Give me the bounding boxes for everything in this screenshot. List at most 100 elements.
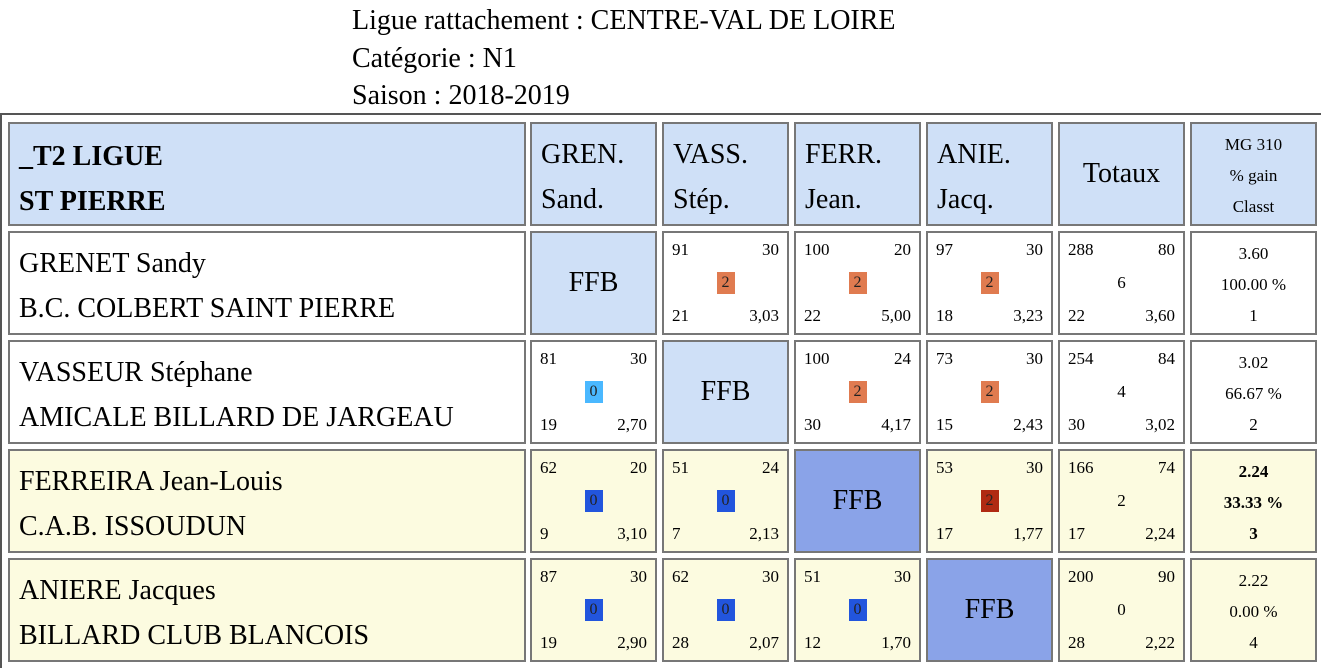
match-target: 20 — [894, 240, 911, 259]
match-target: 30 — [1026, 240, 1043, 259]
match-innings: 15 — [936, 415, 953, 434]
match-innings: 22 — [804, 306, 821, 325]
result-mg: 2.22 — [1238, 571, 1269, 590]
match-score-badge: 2 — [716, 272, 735, 294]
match-score-badge: 0 — [584, 381, 603, 403]
result-rank: 1 — [1249, 306, 1258, 325]
match-innings: 19 — [540, 633, 557, 652]
match-cell: 51 24 0 7 2,13 — [662, 449, 789, 553]
match-average: 4,17 — [881, 415, 911, 434]
totals-cell: 254 84 4 30 3,02 — [1058, 340, 1185, 444]
total-points: 200 — [1068, 567, 1094, 586]
match-average: 2,13 — [749, 524, 779, 543]
ffb-label: FFB — [700, 376, 751, 407]
categorie-line: Catégorie : N1 — [352, 42, 517, 74]
player-cell: FERREIRA Jean-Louis C.A.B. ISSOUDUN — [8, 449, 526, 553]
player-cell: VASSEUR Stéphane AMICALE BILLARD DE JARGE… — [8, 340, 526, 444]
match-score-badge: 0 — [716, 490, 735, 512]
match-cell: 51 30 0 12 1,70 — [794, 558, 921, 662]
result-pct: 33.33 % — [1223, 493, 1284, 512]
col-head-line2: Jean. — [805, 184, 862, 215]
col-head-line1: VASS. — [673, 139, 748, 170]
match-target: 30 — [1026, 458, 1043, 477]
player-name: FERREIRA Jean-Louis — [19, 466, 283, 497]
total-average: 2,24 — [1145, 524, 1175, 543]
saison-line: Saison : 2018-2019 — [352, 80, 570, 111]
player-name: ANIERE Jacques — [19, 575, 216, 606]
match-points: 62 — [672, 567, 689, 586]
total-target: 80 — [1158, 240, 1175, 259]
ffb-label: FFB — [568, 267, 619, 298]
col-head-line2: Sand. — [541, 184, 604, 215]
match-cell: 62 30 0 28 2,07 — [662, 558, 789, 662]
match-target: 20 — [630, 458, 647, 477]
match-average: 1,77 — [1013, 524, 1043, 543]
ligue-line: Ligue rattachement : CENTRE-VAL DE LOIRE — [352, 5, 896, 36]
match-points: 87 — [540, 567, 557, 586]
col-head-vass: VASS. Stép. — [662, 122, 789, 226]
header: Ligue rattachement : CENTRE-VAL DE LOIRE… — [352, 2, 896, 115]
match-average: 3,23 — [1013, 306, 1043, 325]
match-score-badge: 2 — [980, 381, 999, 403]
match-cell: 62 20 0 9 3,10 — [530, 449, 657, 553]
match-points: 51 — [804, 567, 821, 586]
match-score-badge: 0 — [584, 599, 603, 621]
match-points: 97 — [936, 240, 953, 259]
result-rank: 4 — [1249, 633, 1258, 652]
result-pct: 0.00 % — [1229, 602, 1278, 621]
ffb-label: FFB — [964, 594, 1015, 625]
match-innings: 17 — [936, 524, 953, 543]
result-pct: 100.00 % — [1220, 275, 1287, 294]
match-innings: 21 — [672, 306, 689, 325]
match-points: 91 — [672, 240, 689, 259]
col-head-mg: MG 310 % gain Classt — [1190, 122, 1317, 226]
col-head-totaux: Totaux — [1058, 122, 1185, 226]
match-target: 30 — [894, 567, 911, 586]
player-name: GRENET Sandy — [19, 248, 206, 279]
ffb-cell: FFB — [662, 340, 789, 444]
match-innings: 12 — [804, 633, 821, 652]
col-head-gren: GREN. Sand. — [530, 122, 657, 226]
match-points: 100 — [804, 240, 830, 259]
player-club: C.A.B. ISSOUDUN — [19, 511, 247, 542]
match-cell: 53 30 2 17 1,77 — [926, 449, 1053, 553]
total-average: 2,22 — [1145, 633, 1175, 652]
result-rank: 3 — [1249, 524, 1258, 543]
match-points: 51 — [672, 458, 689, 477]
total-innings: 30 — [1068, 415, 1085, 434]
col-head-ferr: FERR. Jean. — [794, 122, 921, 226]
ffb-cell: FFB — [794, 449, 921, 553]
player-club: AMICALE BILLARD DE JARGEAU — [19, 402, 454, 433]
col-head-anie: ANIE. Jacq. — [926, 122, 1053, 226]
match-innings: 30 — [804, 415, 821, 434]
total-innings: 22 — [1068, 306, 1085, 325]
match-target: 30 — [762, 567, 779, 586]
match-average: 1,70 — [881, 633, 911, 652]
match-points: 62 — [540, 458, 557, 477]
total-average: 3,60 — [1145, 306, 1175, 325]
result-mg: 3.02 — [1238, 353, 1269, 372]
match-innings: 7 — [672, 524, 681, 543]
match-average: 2,70 — [617, 415, 647, 434]
result-rank: 2 — [1249, 415, 1258, 434]
player-club: B.C. COLBERT SAINT PIERRE — [19, 293, 396, 324]
match-target: 30 — [630, 567, 647, 586]
match-score-badge: 0 — [584, 490, 603, 512]
match-cell: 100 20 2 22 5,00 — [794, 231, 921, 335]
match-target: 24 — [762, 458, 779, 477]
match-cell: 97 30 2 18 3,23 — [926, 231, 1053, 335]
ffb-label: FFB — [832, 485, 883, 516]
result-mg: 3.60 — [1238, 244, 1269, 263]
totals-cell: 166 74 2 17 2,24 — [1058, 449, 1185, 553]
match-target: 30 — [762, 240, 779, 259]
match-points: 73 — [936, 349, 953, 368]
match-cell: 73 30 2 15 2,43 — [926, 340, 1053, 444]
result-mg: 2.24 — [1238, 462, 1269, 481]
total-innings: 17 — [1068, 524, 1085, 543]
match-cell: 87 30 0 19 2,90 — [530, 558, 657, 662]
title-line2: ST PIERRE — [19, 186, 166, 217]
total-innings: 28 — [1068, 633, 1085, 652]
match-innings: 9 — [540, 524, 549, 543]
mg-head-line1: MG 310 — [1224, 135, 1283, 154]
match-average: 2,43 — [1013, 415, 1043, 434]
